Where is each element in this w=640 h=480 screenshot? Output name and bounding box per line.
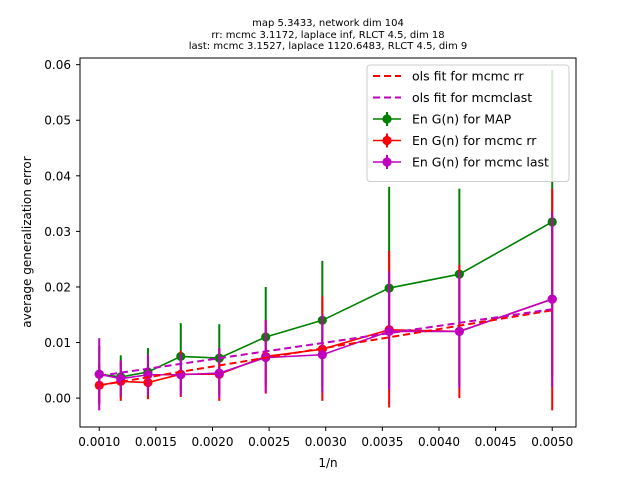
legend-label: ols fit for mcmclast [412, 90, 532, 105]
plot-frame [79, 57, 577, 428]
legend-label: ols fit for mcmc rr [412, 69, 525, 84]
x-tick-label: 0.0035 [361, 435, 403, 449]
legend-item: En G(n) for mcmc rr [373, 133, 537, 148]
chart-title: map 5.3433, network dim 104 rr: mcmc 3.1… [189, 18, 467, 52]
x-tick-label: 0.0010 [78, 435, 120, 449]
data-point [214, 368, 224, 378]
x-tick-label: 0.0030 [305, 435, 347, 449]
x-tick-label: 0.0025 [248, 435, 290, 449]
legend-label: En G(n) for MAP [412, 112, 512, 127]
legend-box [366, 64, 570, 182]
legend-swatch-marker [382, 135, 392, 146]
y-tick-label: 0.05 [44, 114, 71, 128]
y-axis-label: average generalization error [20, 156, 34, 327]
plot-content [94, 70, 557, 411]
x-tick-label: 0.0020 [191, 435, 233, 449]
data-point [454, 326, 464, 337]
x-axis-ticks: 0.0010 0.0015 0.0020 0.0025 0.0030 0.0035 0.00… [78, 427, 573, 449]
title-line-1: map 5.3433, network dim 104 [252, 18, 404, 29]
legend-item: ols fit for mcmc rr [373, 69, 525, 84]
title-line-2: rr: mcmc 3.1172, laplace inf, RLCT 4.5, … [211, 30, 444, 41]
y-tick-label: 0.03 [44, 225, 71, 239]
x-tick-label: 0.0015 [135, 435, 177, 449]
data-point [547, 294, 557, 304]
y-axis-ticks: 0.00 0.01 0.02 0.03 0.04 0.05 0.06 [44, 58, 80, 406]
y-tick-label: 0.02 [44, 280, 71, 294]
y-tick-label: 0.01 [44, 336, 71, 350]
legend-label: En G(n) for mcmc rr [412, 133, 537, 148]
legend-swatch-marker [382, 114, 392, 124]
data-point [317, 350, 327, 360]
x-tick-label: 0.0040 [418, 435, 460, 449]
series-en-g-n-for-mcmc-rr [94, 188, 557, 411]
series-line-en-g-n-for-mcmc-last [99, 298, 553, 380]
x-tick-label: 0.0045 [475, 435, 517, 449]
series-line-en-g-n-for-map [99, 221, 553, 378]
y-tick-label: 0.04 [44, 169, 71, 183]
title-line-3: last: mcmc 3.1527, laplace 1120.6483, RL… [189, 41, 467, 52]
legend-label: En G(n) for mcmc last [412, 155, 549, 170]
x-tick-label: 0.0050 [531, 435, 573, 449]
legend-item: En G(n) for MAP [373, 112, 512, 127]
legend: ols fit for mcmc rr ols fit for mcmclast E… [366, 64, 570, 182]
data-point [94, 369, 104, 379]
y-tick-label: 0.06 [44, 58, 71, 72]
legend-swatch-marker [382, 157, 392, 167]
series-en-g-n-for-mcmc-last [94, 211, 557, 411]
legend-item: En G(n) for mcmc last [373, 155, 549, 170]
x-axis-label: 1/n [318, 456, 337, 470]
series-line-en-g-n-for-mcmc-rr [99, 298, 553, 387]
legend-item: ols fit for mcmclast [373, 90, 532, 105]
y-tick-label: 0.00 [44, 392, 71, 406]
